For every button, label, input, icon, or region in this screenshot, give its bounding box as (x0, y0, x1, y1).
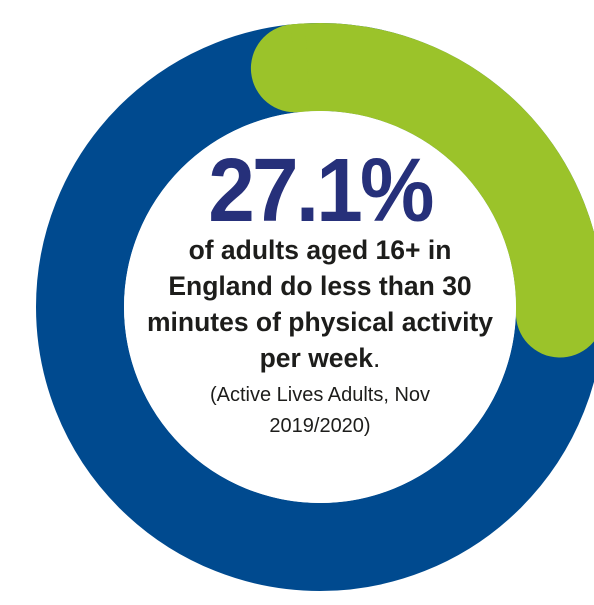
headline-percentage: 27.1% (208, 141, 434, 241)
statement-text: of adults aged 16+ in England do less th… (146, 235, 494, 373)
donut-slice-highlight-start (290, 23, 310, 113)
donut-slice-highlight (250, 23, 594, 358)
center-label: 27.1% of adults aged 16+ in England do l… (140, 141, 500, 442)
statement-period: . (373, 343, 381, 373)
headline-statement: of adults aged 16+ in England do less th… (140, 232, 500, 376)
donut-hole (124, 111, 516, 503)
source-citation: (Active Lives Adults, Nov 2019/2020) (209, 384, 431, 437)
